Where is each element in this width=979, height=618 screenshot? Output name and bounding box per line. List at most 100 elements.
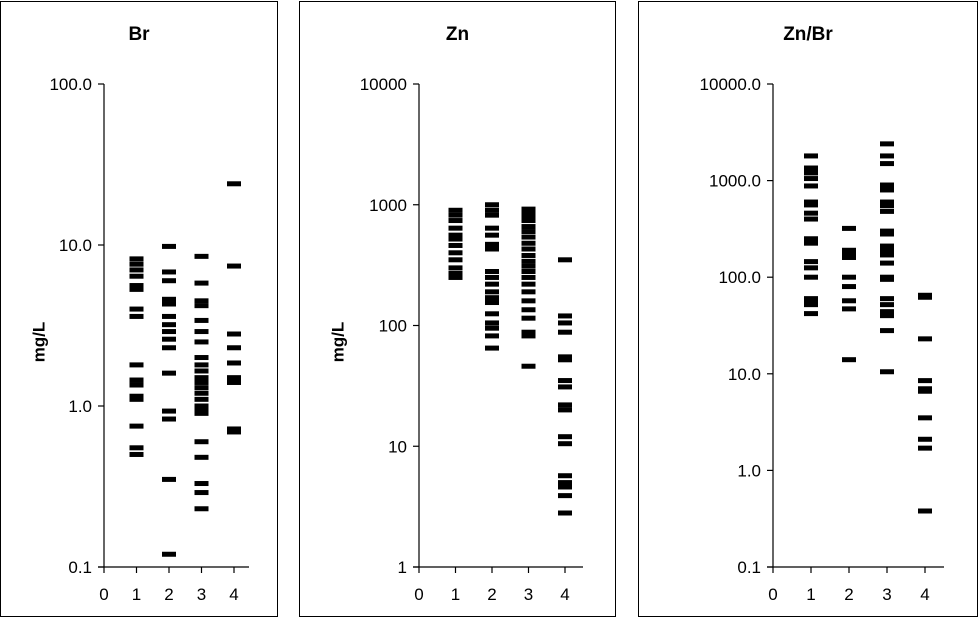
- data-point-dash: [129, 393, 144, 399]
- data-point-dash: [162, 243, 176, 249]
- data-point-dash: [485, 202, 499, 208]
- data-point-dash: [227, 379, 241, 385]
- x-tick-label: 1: [132, 585, 141, 604]
- data-point-dash: [880, 328, 894, 334]
- data-point-dash: [485, 300, 499, 306]
- data-point-dash: [880, 309, 894, 315]
- data-point-dash: [521, 252, 536, 258]
- data-point-dash: [880, 252, 894, 258]
- data-point-dash: [804, 265, 818, 271]
- data-point-dash: [880, 243, 894, 249]
- data-point-dash: [842, 306, 856, 312]
- data-point-dash: [448, 232, 463, 238]
- data-point-dash: [227, 181, 241, 187]
- data-point-dash: [918, 378, 932, 384]
- zn-chart-title: Zn: [445, 24, 470, 45]
- data-point-dash: [558, 441, 572, 447]
- data-point-dash: [804, 165, 818, 171]
- data-point-dash: [194, 339, 209, 345]
- data-point-dash: [485, 281, 499, 287]
- data-point-dash: [129, 256, 144, 262]
- y-tick-label: 10.0: [59, 236, 92, 255]
- y-tick-label: 100: [379, 317, 407, 336]
- data-point-dash: [485, 274, 499, 280]
- data-point-dash: [804, 302, 818, 308]
- data-point-dash: [804, 274, 818, 280]
- data-point-dash: [162, 301, 176, 307]
- data-point-dash: [129, 396, 144, 402]
- data-point-dash: [162, 322, 176, 328]
- data-point-dash: [194, 390, 209, 396]
- data-point-dash: [485, 311, 499, 317]
- data-point-dash: [485, 333, 499, 339]
- data-point-dash: [521, 246, 536, 252]
- znbr-chart-panel: Zn/Br 0.1 1.0 10.0 100.0 1000.0 10000.0 0 1 2 3 4: [638, 1, 978, 617]
- y-tick-label: 1000: [369, 196, 407, 215]
- data-point-dash: [227, 375, 241, 381]
- data-point-dash: [842, 225, 856, 231]
- y-tick-label: 10: [388, 437, 407, 456]
- data-point-dash: [804, 296, 818, 302]
- data-point-dash: [842, 252, 856, 258]
- data-point-dash: [227, 263, 241, 269]
- data-point-dash: [194, 481, 209, 487]
- data-point-dash: [521, 258, 536, 264]
- data-point-dash: [521, 224, 536, 230]
- data-point-dash: [485, 232, 499, 238]
- data-point-dash: [194, 375, 209, 381]
- data-point-dash: [194, 396, 209, 402]
- znbr-chart-title: Zn/Br: [783, 24, 833, 45]
- data-point-dash: [880, 141, 894, 147]
- y-tick-label: 1000.0: [709, 172, 761, 191]
- data-point-dash: [804, 236, 818, 242]
- data-point-dash: [448, 265, 463, 271]
- data-point-dash: [558, 407, 572, 413]
- data-point-dash: [485, 246, 499, 252]
- data-point-dash: [129, 423, 144, 429]
- data-point-dash: [162, 313, 176, 319]
- data-point-dash: [521, 229, 536, 235]
- data-point-dash: [129, 451, 144, 457]
- data-point-dash: [194, 355, 209, 361]
- data-point-dash: [485, 295, 499, 301]
- data-point-dash: [448, 242, 463, 248]
- data-point-dash: [804, 170, 818, 176]
- data-point-dash: [162, 551, 176, 557]
- data-point-dash: [194, 405, 209, 411]
- data-point-dash: [129, 382, 144, 388]
- znbr-plot-area: 0.1 1.0 10.0 100.0 1000.0 10000.0 0 1 2 3 4: [700, 75, 944, 604]
- data-point-dash: [804, 199, 818, 205]
- data-point-dash: [194, 303, 209, 309]
- data-point-dash: [129, 445, 144, 451]
- data-point-dash: [842, 254, 856, 260]
- data-point-dash: [804, 153, 818, 159]
- data-point-dash: [521, 240, 536, 246]
- data-point-dash: [521, 281, 536, 287]
- data-point-dash: [485, 225, 499, 231]
- data-point-dash: [918, 445, 932, 451]
- data-point-dash: [129, 313, 144, 319]
- data-point-dash: [448, 207, 463, 213]
- data-point-dash: [880, 153, 894, 159]
- data-point-dash: [448, 218, 463, 224]
- x-tick-label: 2: [487, 585, 496, 604]
- x-tick-label: 4: [229, 585, 238, 604]
- data-point-dash: [558, 493, 572, 499]
- data-point-dash: [880, 187, 894, 193]
- y-tick-label: 100.0: [49, 75, 92, 94]
- data-point-dash: [194, 317, 209, 323]
- data-point-dash: [918, 415, 932, 421]
- data-point-dash: [485, 289, 499, 295]
- data-point-dash: [804, 183, 818, 189]
- data-point-dash: [521, 329, 536, 335]
- data-point-dash: [521, 274, 536, 280]
- x-tick-label: 4: [920, 585, 929, 604]
- y-tick-label: 100.0: [718, 268, 761, 287]
- data-point-dash: [558, 402, 572, 408]
- data-point-dash: [842, 274, 856, 280]
- data-point-dash: [880, 276, 894, 282]
- data-point-dash: [448, 225, 463, 231]
- y-tick-label: 10.0: [728, 365, 761, 384]
- data-point-dash: [558, 313, 572, 319]
